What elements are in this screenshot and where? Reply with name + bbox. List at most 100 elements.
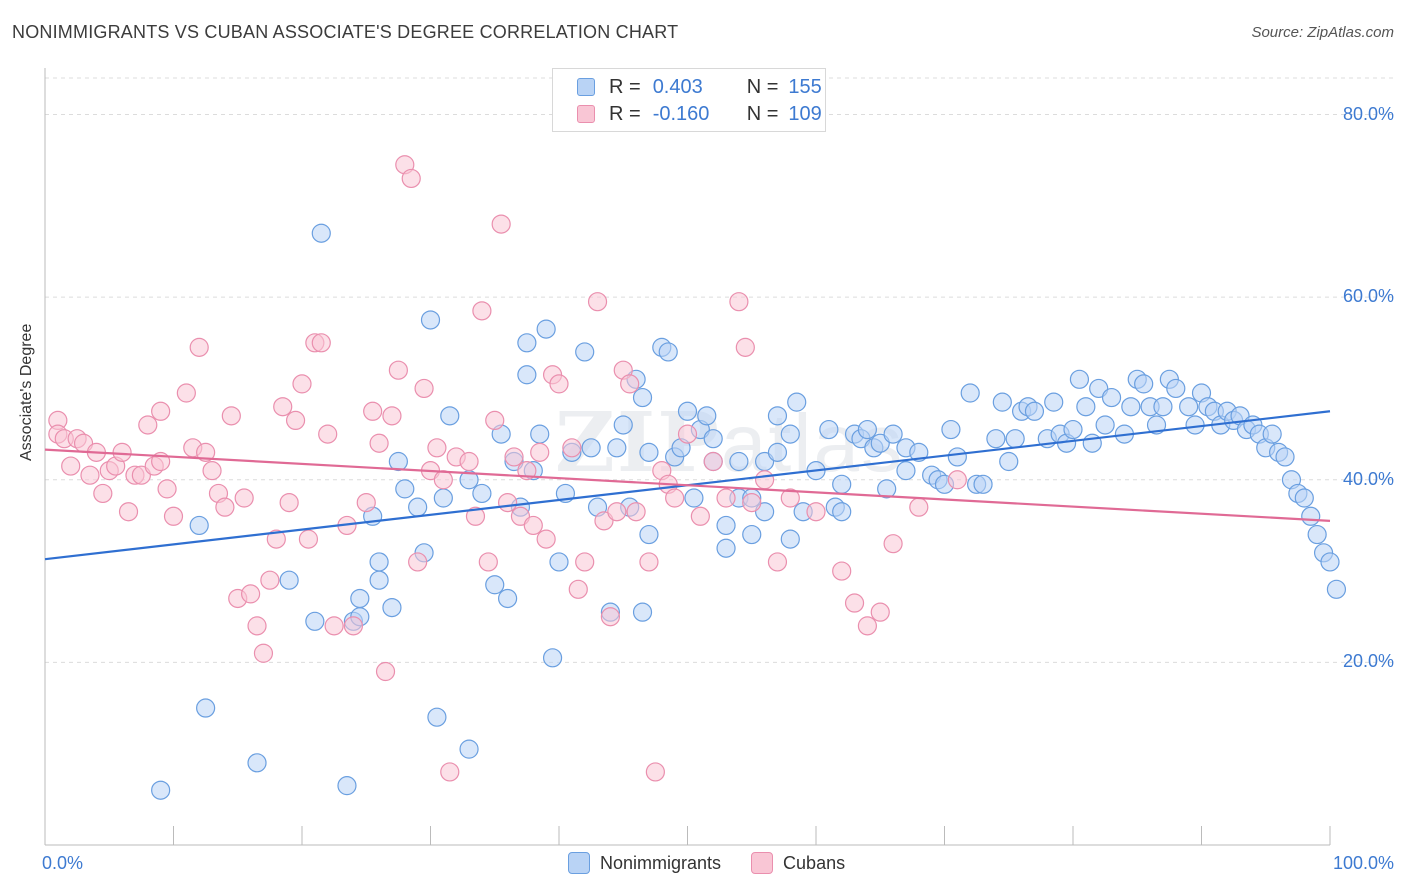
data-point-nonimmigrants [632, 387, 653, 408]
data-point-cubans [742, 492, 762, 513]
data-point-nonimmigrants [1101, 387, 1122, 408]
data-point-cubans [472, 301, 492, 321]
x-tick-label-min: 0.0% [42, 853, 84, 873]
y-tick-label-60: 60.0% [1342, 286, 1394, 307]
data-point-cubans [806, 502, 826, 522]
data-point-cubans [196, 442, 216, 462]
data-point-nonimmigrants [960, 383, 980, 403]
legend-swatch-cubans [577, 105, 595, 123]
data-point-nonimmigrants [1294, 488, 1314, 508]
legend-item-cubans[interactable]: Cubans [751, 852, 845, 874]
data-point-nonimmigrants [311, 223, 331, 243]
data-point-cubans [356, 492, 376, 513]
data-point-cubans [832, 561, 852, 581]
legend-row-cubans: R = -0.160 N = 109 [577, 103, 822, 125]
data-point-cubans [234, 488, 254, 508]
data-point-cubans [562, 438, 582, 458]
data-point-nonimmigrants [517, 365, 537, 385]
data-point-cubans [189, 337, 209, 357]
data-point-cubans [433, 470, 453, 490]
data-point-cubans [382, 406, 402, 426]
data-point-cubans [523, 515, 543, 536]
data-point-cubans [118, 502, 139, 522]
data-point-cubans [247, 616, 267, 636]
data-point-nonimmigrants [1275, 447, 1295, 467]
data-point-nonimmigrants [973, 474, 993, 494]
data-point-nonimmigrants [305, 611, 325, 631]
legend-r-value: 0.403 [652, 75, 703, 98]
data-point-cubans [459, 451, 479, 472]
data-point-cubans [202, 461, 222, 481]
legend-item-nonimmigrants[interactable]: Nonimmigrants [568, 852, 721, 874]
data-point-nonimmigrants [716, 538, 736, 558]
data-point-cubans [607, 502, 627, 522]
data-point-nonimmigrants [716, 515, 736, 536]
data-point-nonimmigrants [877, 479, 897, 499]
data-point-cubans [427, 438, 447, 458]
data-point-cubans [311, 333, 331, 353]
data-point-cubans [292, 374, 312, 394]
data-point-cubans [870, 602, 890, 622]
data-point-cubans [343, 616, 363, 636]
data-point-nonimmigrants [189, 515, 209, 536]
data-point-nonimmigrants [575, 342, 595, 362]
data-point-nonimmigrants [279, 570, 299, 590]
y-tick-label-80: 80.0% [1342, 103, 1394, 124]
data-point-cubans [266, 529, 286, 549]
data-point-nonimmigrants [1185, 415, 1205, 435]
data-point-nonimmigrants [1307, 524, 1327, 545]
data-point-cubans [163, 506, 184, 526]
data-point-cubans [568, 579, 588, 599]
data-point-cubans [401, 168, 421, 189]
data-point-nonimmigrants [485, 575, 505, 595]
data-point-nonimmigrants [427, 707, 447, 727]
y-tick-label-40: 40.0% [1342, 468, 1394, 489]
chart-title: NONIMMIGRANTS VS CUBAN ASSOCIATE'S DEGRE… [12, 22, 679, 42]
data-point-cubans [504, 447, 524, 467]
data-point-nonimmigrants [1069, 369, 1090, 389]
data-point-nonimmigrants [832, 474, 852, 494]
legend-n-label: N = [746, 102, 779, 125]
data-point-cubans [620, 374, 640, 394]
data-point-cubans [575, 552, 595, 572]
data-point-cubans [138, 415, 158, 435]
data-point-nonimmigrants [832, 502, 852, 522]
data-point-nonimmigrants [1063, 419, 1083, 440]
data-point-cubans [388, 360, 408, 380]
data-point-cubans [491, 214, 511, 234]
data-point-cubans [677, 424, 698, 444]
data-point-cubans [536, 529, 556, 549]
legend-r-label: R = [609, 102, 641, 125]
data-point-nonimmigrants [767, 442, 788, 462]
data-point-nonimmigrants [1121, 397, 1141, 417]
data-point-cubans [485, 410, 505, 431]
data-point-nonimmigrants [369, 552, 389, 572]
data-point-nonimmigrants [1095, 415, 1115, 435]
legend-label-cubans: Cubans [783, 852, 846, 873]
data-point-nonimmigrants [395, 479, 415, 499]
data-point-cubans [767, 552, 788, 572]
legend-r-label: R = [609, 75, 641, 98]
data-point-nonimmigrants [947, 447, 967, 467]
data-point-cubans [465, 506, 486, 526]
data-point-cubans [253, 643, 274, 663]
legend-row-nonimmigrants: R = 0.403 N = 155 [577, 76, 822, 98]
legend-swatch-cubans [751, 852, 774, 874]
data-point-nonimmigrants [1134, 374, 1154, 394]
data-point-nonimmigrants [896, 461, 916, 481]
legend-swatch-nonimmigrants [577, 78, 595, 96]
data-point-nonimmigrants [909, 442, 929, 462]
legend-n-value: 109 [788, 102, 822, 125]
data-point-cubans [626, 502, 646, 522]
data-point-nonimmigrants [1166, 378, 1186, 399]
data-point-nonimmigrants [941, 419, 961, 440]
data-point-nonimmigrants [780, 424, 800, 444]
data-point-nonimmigrants [819, 419, 839, 440]
data-point-cubans [883, 534, 903, 554]
data-point-cubans [530, 442, 550, 462]
data-point-nonimmigrants [536, 319, 556, 339]
legend-r-value: -0.160 [652, 102, 710, 125]
data-point-cubans [690, 506, 710, 526]
data-point-cubans [600, 607, 621, 627]
